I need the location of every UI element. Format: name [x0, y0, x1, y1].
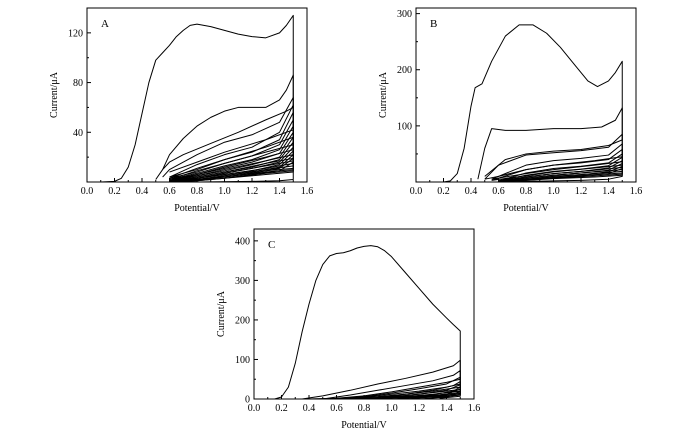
x-tick-label: 0.2	[437, 186, 450, 197]
cv-curve-4	[491, 143, 623, 180]
cv-curve-1	[254, 245, 461, 400]
cv-curve-1	[416, 24, 623, 183]
x-tick-label: 0.8	[520, 186, 533, 197]
x-tick-label: 0.2	[108, 186, 121, 197]
cv-curve-15	[169, 161, 294, 183]
y-tick-label: 200	[235, 315, 250, 326]
x-tick-label: 1.2	[246, 186, 259, 197]
x-tick-label: 1.4	[440, 403, 453, 414]
x-tick-label: 1.0	[385, 403, 398, 414]
y-axis-label: Current/μA	[216, 290, 227, 337]
y-tick-label: 400	[235, 236, 250, 247]
cv-curve-8	[391, 388, 461, 400]
x-tick-label: 0.0	[248, 403, 261, 414]
cv-curve-1	[87, 14, 294, 183]
y-axis-label: Current/μA	[49, 71, 60, 118]
x-tick-label: 0.4	[465, 186, 478, 197]
cv-curve-7	[169, 125, 294, 181]
x-tick-label: 1.0	[218, 186, 231, 197]
x-tick-label: 0.6	[492, 186, 505, 197]
x-tick-label: 0.6	[163, 186, 176, 197]
x-tick-label: 1.4	[602, 186, 615, 197]
y-tick-label: 0	[245, 395, 250, 406]
x-axis-label: Potential/V	[503, 203, 549, 214]
x-tick-label: 0.0	[81, 186, 94, 197]
panel-letter: B	[430, 18, 437, 30]
y-tick-label: 100	[235, 355, 250, 366]
cv-curve-5	[491, 148, 623, 181]
x-tick-label: 1.2	[413, 403, 426, 414]
x-axis-label: Potential/V	[174, 203, 220, 214]
panel-letter: C	[268, 239, 275, 251]
x-tick-label: 1.6	[468, 403, 481, 414]
cv-curve-6	[169, 119, 294, 181]
x-tick-label: 1.4	[273, 186, 286, 197]
y-tick-label: 100	[397, 121, 412, 132]
cv-curve-3	[162, 96, 294, 178]
panel-letter: A	[101, 18, 109, 30]
panel-b: 0.0 0.2 0.4 0.6 0.8 1.0 1.2 1.4 1.6 100 200 300 Pote…	[378, 7, 643, 214]
cv-curve-10	[418, 392, 461, 400]
panel-a: 0.0 0.2 0.4 0.6 0.8 1.0 1.2 1.4 1.6 40 80 120 Potent…	[49, 7, 314, 214]
cv-curve-11	[498, 168, 623, 183]
plot-frame	[86, 7, 308, 183]
y-tick-label: 120	[68, 28, 83, 39]
x-tick-label: 0.8	[358, 403, 371, 414]
x-tick-label: 0.4	[303, 403, 316, 414]
x-tick-label: 1.2	[575, 186, 588, 197]
x-tick-label: 1.0	[547, 186, 560, 197]
y-tick-label: 200	[397, 65, 412, 76]
cv-curve-9	[405, 390, 461, 400]
y-tick-label: 80	[73, 78, 83, 89]
x-tick-label: 1.6	[630, 186, 643, 197]
x-tick-label: 0.0	[410, 186, 423, 197]
x-tick-label: 0.4	[136, 186, 149, 197]
y-tick-label: 40	[73, 128, 83, 139]
cv-curve-2	[155, 74, 294, 180]
y-tick-label: 300	[397, 9, 412, 20]
cv-curve-2	[302, 359, 461, 400]
cv-curve-3	[322, 370, 461, 400]
x-axis-label: Potential/V	[341, 420, 387, 431]
x-tick-label: 0.6	[330, 403, 343, 414]
x-tick-label: 0.8	[191, 186, 204, 197]
plot-frame	[253, 228, 475, 400]
x-tick-label: 1.6	[301, 186, 314, 197]
y-axis-label: Current/μA	[378, 71, 389, 118]
x-tick-label: 0.2	[275, 403, 288, 414]
y-tick-label: 300	[235, 276, 250, 287]
panel-c: 0.0 0.2 0.4 0.6 0.8 1.0 1.2 1.4 1.6 0 100 200 300 400…	[216, 228, 481, 431]
cv-curve-2	[477, 107, 623, 180]
